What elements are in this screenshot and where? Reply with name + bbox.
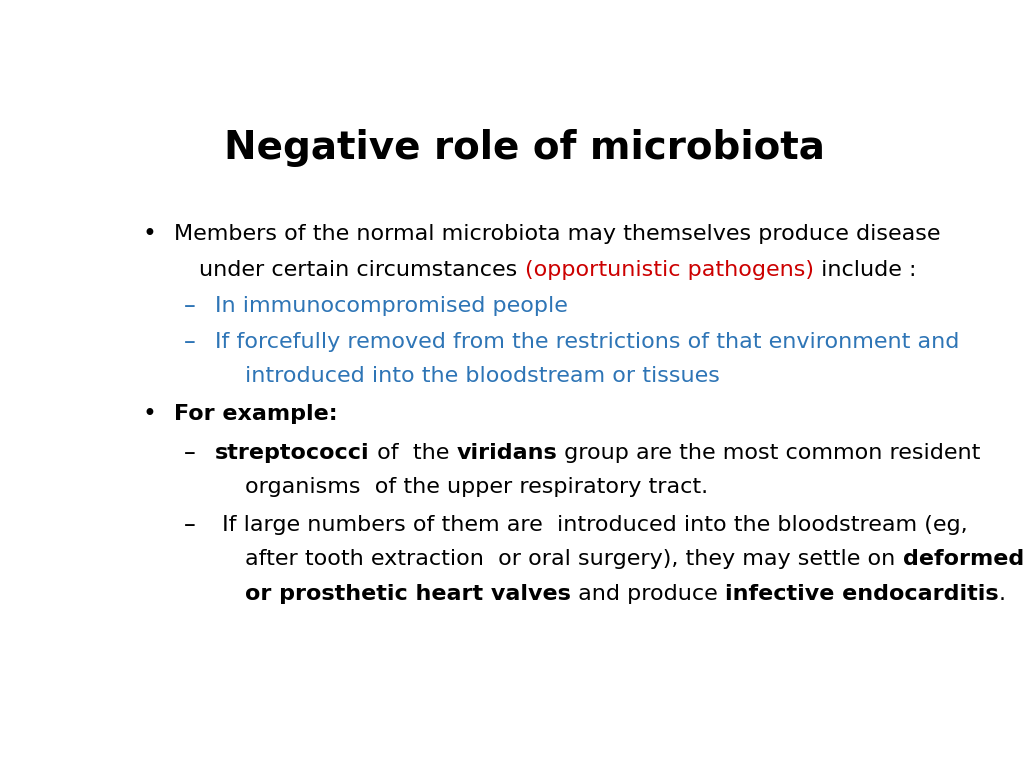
Text: –: – (183, 329, 196, 354)
Text: include :: include : (814, 260, 916, 280)
Text: after tooth extraction  or oral surgery), they may settle on: after tooth extraction or oral surgery),… (246, 549, 903, 569)
Text: –: – (183, 513, 196, 537)
Text: Members of the normal microbiota may themselves produce disease: Members of the normal microbiota may the… (174, 224, 940, 244)
Text: .: . (998, 584, 1006, 604)
Text: Negative role of microbiota: Negative role of microbiota (224, 129, 825, 167)
Text: If large numbers of them are  introduced into the bloodstream (eg,: If large numbers of them are introduced … (215, 515, 968, 535)
Text: •: • (142, 222, 156, 246)
Text: deformed: deformed (903, 549, 1024, 569)
Text: streptococci: streptococci (215, 443, 370, 463)
Text: viridans: viridans (457, 443, 557, 463)
Text: organisms  of the upper respiratory tract.: organisms of the upper respiratory tract… (246, 477, 709, 497)
Text: of  the: of the (370, 443, 457, 463)
Text: –: – (183, 441, 196, 465)
Text: introduced into the bloodstream or tissues: introduced into the bloodstream or tissu… (246, 366, 720, 386)
Text: (opportunistic pathogens): (opportunistic pathogens) (524, 260, 814, 280)
Text: In immunocompromised people: In immunocompromised people (215, 296, 568, 316)
Text: •: • (142, 402, 156, 426)
Text: group are the most common resident: group are the most common resident (557, 443, 981, 463)
Text: infective endocarditis: infective endocarditis (725, 584, 998, 604)
Text: If forcefully removed from the restrictions of that environment and: If forcefully removed from the restricti… (215, 332, 959, 352)
Text: under certain circumstances: under certain circumstances (200, 260, 524, 280)
Text: For example:: For example: (174, 405, 338, 425)
Text: –: – (183, 294, 196, 318)
Text: and produce: and produce (571, 584, 725, 604)
Text: or prosthetic heart valves: or prosthetic heart valves (246, 584, 571, 604)
